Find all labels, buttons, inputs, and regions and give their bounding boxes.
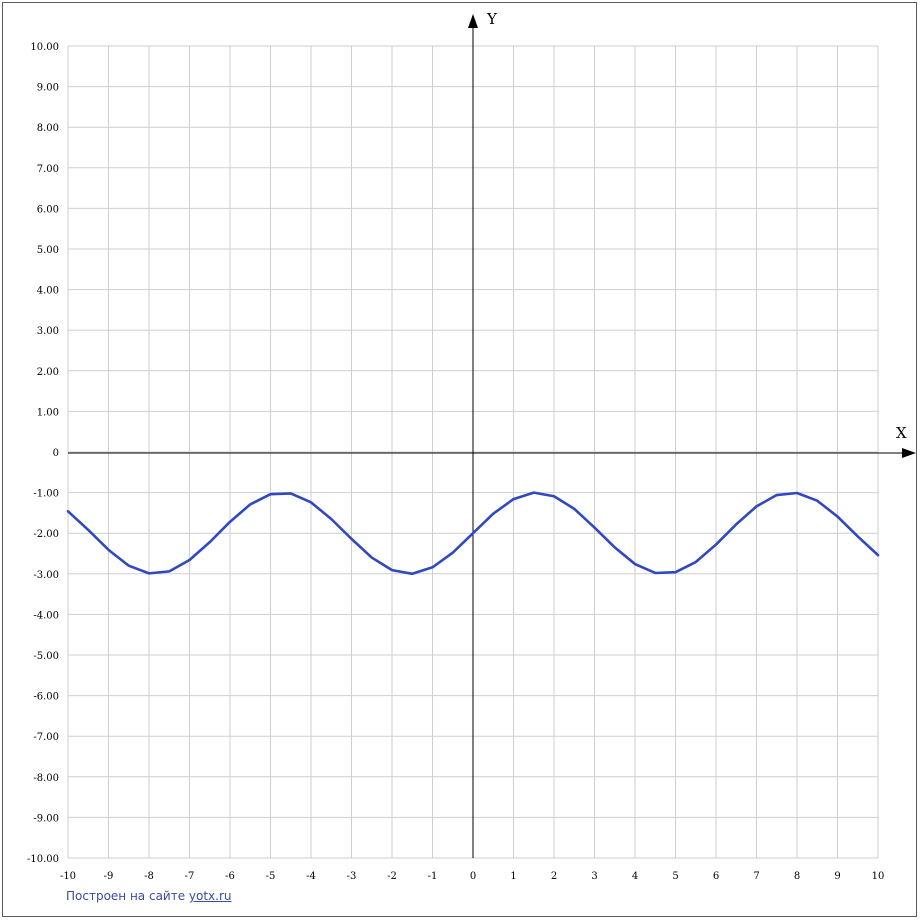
x-tick-label: -9 — [104, 871, 114, 882]
x-tick-label: -10 — [60, 871, 76, 882]
y-tick-label: 8.00 — [37, 123, 59, 134]
y-tick-labels: 10.00 9.00 8.00 7.00 6.00 5.00 4.00 3.00 2.00 1.0… — [27, 42, 59, 865]
x-tick-label: -6 — [225, 871, 235, 882]
credit-line: Построен на сайте yotx.ru — [66, 889, 232, 903]
x-tick-label: 5 — [672, 871, 678, 882]
y-tick-label: 9.00 — [37, 83, 59, 94]
y-tick-label: 5.00 — [37, 245, 59, 256]
y-tick-label: 1.00 — [37, 407, 59, 418]
x-tick-label: 1 — [510, 871, 516, 882]
x-tick-label: -3 — [347, 871, 357, 882]
x-tick-labels: -10 -9 -8 -7 -6 -5 -4 -3 -2 -1 0 1 2 3 4 5 6 7 8 9 10 — [60, 871, 884, 882]
y-tick-label: -9.00 — [33, 813, 59, 824]
x-tick-label: -7 — [185, 871, 195, 882]
y-tick-label: 3.00 — [37, 326, 59, 337]
y-tick-label: 10.00 — [30, 42, 59, 53]
y-tick-label: 4.00 — [37, 286, 59, 297]
credit-link[interactable]: yotx.ru — [188, 889, 232, 903]
series-group — [66, 491, 880, 576]
axes: X Y — [68, 10, 916, 858]
series-line — [66, 491, 880, 576]
x-tick-label: -1 — [428, 871, 438, 882]
credit-text: Построен на сайте — [66, 889, 189, 903]
y-tick-label: -8.00 — [33, 773, 59, 784]
x-tick-label: 6 — [713, 871, 719, 882]
x-tick-label: -5 — [266, 871, 276, 882]
y-tick-label: -10.00 — [27, 854, 59, 865]
x-tick-label: 2 — [551, 871, 557, 882]
y-tick-label: 7.00 — [37, 164, 59, 175]
y-tick-label: 6.00 — [37, 204, 59, 215]
y-axis-arrow — [468, 14, 478, 28]
y-tick-label: -4.00 — [33, 610, 59, 621]
y-tick-label: 0 — [53, 448, 59, 459]
x-tick-label: -8 — [144, 871, 154, 882]
x-tick-label: 8 — [794, 871, 800, 882]
y-tick-label: 2.00 — [37, 367, 59, 378]
x-tick-label: 3 — [591, 871, 597, 882]
x-tick-label: -2 — [387, 871, 397, 882]
y-tick-label: -1.00 — [33, 489, 59, 500]
x-tick-label: 7 — [753, 871, 759, 882]
x-tick-label: 9 — [834, 871, 840, 882]
x-tick-label: 0 — [470, 871, 476, 882]
x-tick-label: 4 — [632, 871, 638, 882]
y-tick-label: -6.00 — [33, 692, 59, 703]
x-tick-label: 10 — [872, 871, 885, 882]
y-axis-name: Y — [486, 10, 498, 28]
y-tick-label: -5.00 — [33, 651, 59, 662]
y-tick-label: -7.00 — [33, 732, 59, 743]
x-axis-name: X — [896, 424, 907, 442]
y-tick-label: -3.00 — [33, 570, 59, 581]
x-tick-label: -4 — [306, 871, 316, 882]
y-tick-label: -2.00 — [33, 529, 59, 540]
x-axis-arrow — [902, 448, 916, 458]
